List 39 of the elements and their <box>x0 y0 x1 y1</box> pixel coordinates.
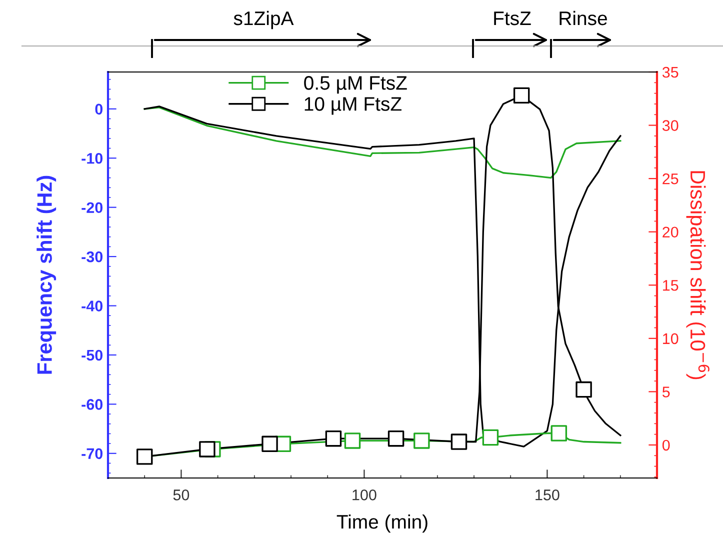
y2-tick-label: 20 <box>662 226 678 238</box>
y-tick-label: -50 <box>82 350 103 361</box>
legend-label: 0.5 µM FtsZ <box>304 76 407 94</box>
legend-label: 10 µM FtsZ <box>304 97 402 115</box>
x-axis-title: Time (min) <box>336 514 428 533</box>
y2-tick-label: 5 <box>662 386 670 398</box>
point <box>344 432 361 449</box>
y2-tick-label: 15 <box>663 280 678 291</box>
y-axis-title: Frequency shift (Hz) <box>36 176 56 374</box>
text: s1ZipA <box>234 10 294 30</box>
text: Rinse <box>560 10 607 26</box>
y-tick-label: 0 <box>95 104 103 115</box>
y2-axis-title: Dissipation shift (10$^{−6}$) <box>686 171 710 380</box>
y2-tick-label: 10 <box>663 333 678 344</box>
point <box>136 448 153 465</box>
y2-tick-label: 35 <box>662 66 678 78</box>
y-tick-label: -10 <box>82 152 103 164</box>
y-tick-label: -60 <box>82 399 103 410</box>
point <box>388 430 404 447</box>
y-tick-label: -70 <box>82 448 103 460</box>
y-tick-label: -30 <box>82 251 103 262</box>
x-tick-label: 50 <box>173 490 190 500</box>
point <box>262 436 278 452</box>
y2-tick-label: 30 <box>662 120 678 131</box>
point <box>450 434 468 450</box>
point <box>199 441 216 458</box>
point <box>513 87 530 104</box>
text: FtsZ <box>494 12 531 26</box>
point <box>576 381 592 398</box>
y-tick-label: -20 <box>82 202 103 214</box>
x-tick-label: 100 <box>352 490 376 500</box>
point <box>550 425 568 442</box>
point <box>325 430 342 447</box>
y-tick-label: -40 <box>82 300 103 312</box>
y2-tick-label: 25 <box>662 173 678 184</box>
point <box>482 429 499 446</box>
y2-tick-label: 0 <box>662 440 670 451</box>
point <box>414 432 430 449</box>
x-tick-label: 150 <box>536 490 560 500</box>
